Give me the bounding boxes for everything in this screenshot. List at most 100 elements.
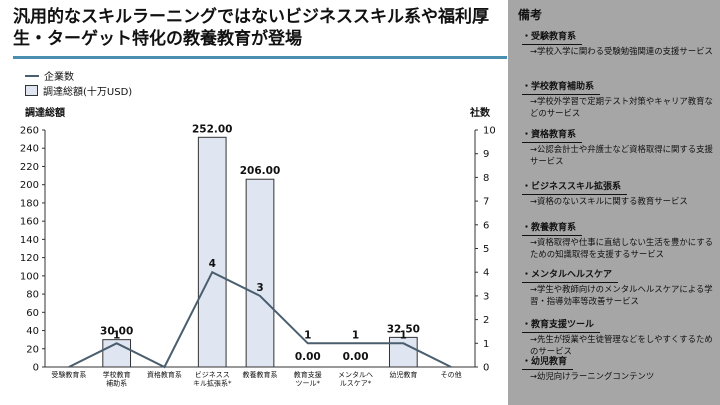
legend-bar-swatch [25,85,38,96]
right-tick-label: 7 [483,197,489,208]
notes-title: 備考 [518,8,543,22]
left-tick-label: 260 [20,126,39,137]
x-tick-label: メンタルヘルスケア* [338,370,373,388]
legend-item-bar: 調達総額(十万USD) [25,83,132,98]
note-heading-text: ・学校教育補助系 [522,81,601,95]
right-tick-label: 1 [483,339,489,350]
left-tick-label: 240 [20,144,39,155]
note-heading-text: ・受験教育系 [522,31,583,45]
right-tick-label: 4 [483,268,489,279]
left-tick-label: 80 [26,290,39,301]
bar [245,178,275,368]
left-tick-label: 140 [20,235,39,246]
x-tick-label: その他 [441,370,462,379]
right-tick-label: 3 [483,291,489,302]
x-tick-label-line: 学校教育 [103,370,131,379]
legend-item-line: 企業数 [25,68,132,83]
note-heading-text: ・ビジネススキル拡張系 [522,181,628,195]
left-tick-label: 60 [26,308,39,319]
right-tick-label: 2 [483,315,489,326]
x-tick-label-line: 教育支援 [294,370,322,379]
notes-panel: 備考 ・受験教育系 →学校入学に関わる受験勉強関連の支援サービス ・学校教育補助系 →… [508,0,720,405]
right-axis-title: 社数 [470,108,490,119]
note-item: ・資格教育系 →公認会計士や弁護士など資格取得に関する支援サービス [522,128,718,168]
x-tick-label-line: 幼児教育 [389,370,417,379]
bar-value-label: 206.00 [240,165,281,177]
left-axis-title: 調達総額 [25,108,65,119]
bar-value-label: 30.00 [100,326,133,338]
note-heading: ・教育支援ツール [522,318,718,333]
left-tick-label: 200 [20,180,39,191]
x-tick-label-line: 受験教育系 [51,370,86,379]
note-heading-text: ・教養教育系 [522,222,583,236]
left-tick-label: 220 [20,162,39,173]
bar [197,136,227,368]
left-tick-label: 100 [20,271,39,282]
note-heading: ・教養教育系 [522,221,718,236]
note-description: →公認会計士や弁護士など資格取得に関する支援サービス [530,143,713,167]
note-heading: ・メンタルヘルスケア [522,268,718,283]
bar-value-label: 252.00 [192,123,233,135]
line-value-label: 3 [256,282,263,294]
x-tick-label-line: ビジネスス [195,370,230,379]
left-tick-label: 180 [20,198,39,209]
line-value-label: 1 [352,329,359,341]
right-tick-label: 8 [483,173,489,184]
legend-line-swatch [25,74,39,77]
note-heading-text: ・資格教育系 [522,129,583,143]
right-tick-label: 10 [483,126,496,137]
page-title: 汎用的なスキルラーニングではないビジネススキル系や福利厚生・ターゲット特化の教養… [13,7,489,49]
note-description: →幼児向けラーニングコンテンツ [530,370,655,381]
line-value-label: 1 [113,329,120,341]
title-underline [13,56,507,59]
note-description: →資格のないスキルに関する教育サービス [530,195,688,206]
left-tick-label: 40 [26,326,39,337]
note-description: →先生が授業や生徒管理などをしやすくするためのサービス [530,333,713,357]
x-tick-label-line: 補助系 [106,379,127,388]
line-value-label: 1 [400,329,407,341]
note-heading-text: ・メンタルヘルスケア [522,269,619,283]
chart-legend: 企業数 調達総額(十万USD) [25,68,132,98]
note-item: ・メンタルヘルスケア →学生や教師向けのメンタルヘルスケアによる学習・指導効率等改… [522,268,718,308]
x-tick-label-line: ルスケア* [340,380,372,388]
line-value-label: 1 [304,329,311,341]
left-tick-label: 160 [20,217,39,228]
left-tick-label: 20 [26,344,39,355]
combo-chart: 0 20 40 60 80 100 120 140 160 180 200 220 240 260 0 1 2 3… [20,123,496,388]
note-description: →学校入学に関わる受験勉強関連の支援サービス [530,45,713,56]
note-description: →学生や教師向けのメンタルヘルスケアによる学習・指導効率等改善サービス [530,283,713,307]
note-heading: ・幼児教育 [522,355,718,370]
x-tick-label-line: キル拡張系* [193,379,232,388]
legend-line-label: 企業数 [44,72,74,83]
x-tick-label: 幼児教育 [389,370,417,379]
legend-bar-label: 調達総額(十万USD) [43,87,133,98]
note-description: →資格取得や仕事に直結しない生活を豊かにするための知識取得を支援するサービス [530,236,713,260]
note-item: ・受験教育系 →学校入学に関わる受験勉強関連の支援サービス [522,30,718,57]
x-tick-label: 資格教育系 [147,370,182,379]
note-item: ・ビジネススキル拡張系 →資格のないスキルに関する教育サービス [522,180,718,207]
line-value-label: 4 [209,258,216,270]
note-heading: ・ビジネススキル拡張系 [522,180,718,195]
right-tick-label: 6 [483,220,489,231]
x-tick-label-line: メンタルヘ [338,370,373,379]
note-heading: ・受験教育系 [522,30,718,45]
bar [388,336,418,368]
right-tick-label: 0 [483,363,489,374]
x-tick-label: ビジネススキル拡張系* [193,370,232,388]
right-tick-label: 9 [483,149,489,160]
note-item: ・教育支援ツール →先生が授業や生徒管理などをしやすくするためのサービス [522,318,718,358]
note-description: →学校外学習で定期テスト対策やキャリア教育などのサービス [530,95,713,119]
left-tick-label: 120 [20,253,39,264]
bar-value-label: 0.00 [295,351,321,363]
bar-value-label: 0.00 [343,351,369,363]
line-series [68,270,452,369]
x-tick-label: 教養教育系 [243,370,278,379]
note-heading-text: ・幼児教育 [522,356,574,370]
x-tick-label: 受験教育系 [51,370,86,379]
x-tick-label-line: その他 [441,370,462,379]
note-item: ・幼児教育 →幼児向けラーニングコンテンツ [522,355,718,382]
note-item: ・学校教育補助系 →学校外学習で定期テスト対策やキャリア教育などのサービス [522,80,718,120]
bar-value-label: 32.50 [387,323,420,335]
right-tick-label: 5 [483,244,489,255]
note-heading: ・学校教育補助系 [522,80,718,95]
